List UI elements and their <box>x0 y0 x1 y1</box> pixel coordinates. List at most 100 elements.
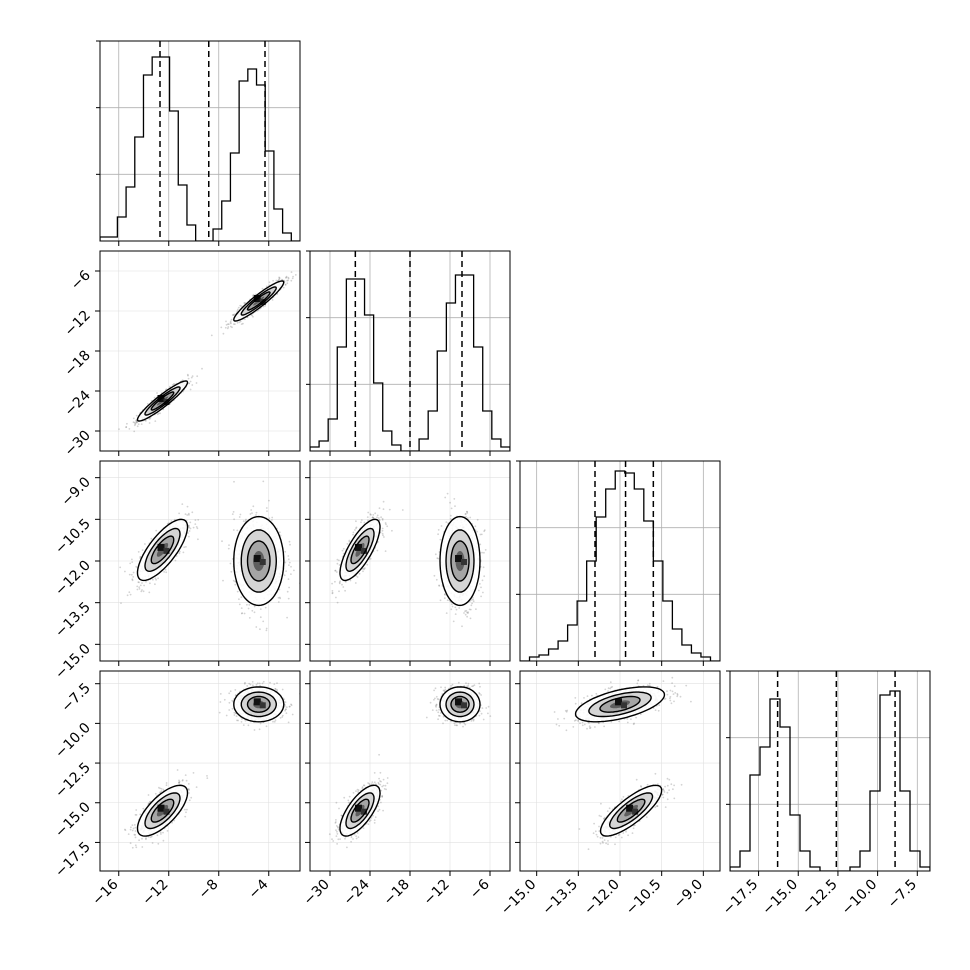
scatter-point <box>286 279 288 282</box>
scatter-point <box>234 323 236 325</box>
scatter-point <box>178 780 181 783</box>
scatter-point <box>242 322 244 325</box>
contour-line <box>144 527 181 573</box>
density-cell <box>253 555 261 562</box>
scatter-point <box>201 367 203 370</box>
scatter-point <box>154 792 157 795</box>
scatter-point <box>156 834 159 837</box>
scatter-point <box>239 320 242 323</box>
scatter-point <box>449 514 452 517</box>
scatter-point <box>348 539 351 542</box>
scatter-point <box>182 551 185 554</box>
scatter-point <box>287 597 290 600</box>
scatter-point <box>118 428 120 430</box>
scatter-point <box>380 516 382 519</box>
scatter-point <box>467 612 469 614</box>
scatter-point <box>236 529 239 532</box>
scatter-point <box>438 585 441 587</box>
scatter-point <box>483 575 486 578</box>
scatter-point <box>338 564 341 566</box>
scatter-point <box>363 568 366 571</box>
scatter-point <box>288 561 291 564</box>
scatter-point <box>288 540 291 543</box>
scatter-point <box>186 514 189 516</box>
scatter-point <box>129 562 132 565</box>
scatter-point <box>461 625 463 628</box>
scatter-point <box>138 588 141 590</box>
scatter-point <box>135 565 138 568</box>
scatter-panel-p2-vs-p0 <box>99 460 301 662</box>
scatter-point <box>131 578 134 581</box>
scatter-point <box>443 593 446 596</box>
scatter-point <box>156 413 159 416</box>
scatter-point <box>360 521 362 524</box>
scatter-point <box>146 403 149 405</box>
scatter-point <box>376 514 379 517</box>
scatter-point <box>354 529 356 531</box>
scatter-point <box>483 551 485 554</box>
scatter-point <box>455 608 458 611</box>
scatter-point <box>445 521 448 523</box>
scatter-point <box>288 564 290 566</box>
scatter-point <box>293 569 295 572</box>
scatter-point <box>362 567 365 570</box>
scatter-point <box>355 526 358 529</box>
scatter-point <box>338 581 341 584</box>
scatter-point <box>464 613 467 616</box>
scatter-point <box>132 576 135 578</box>
scatter-point <box>250 509 253 511</box>
scatter-point <box>134 422 137 425</box>
scatter-point <box>336 562 339 565</box>
scatter-point <box>135 814 138 816</box>
scatter-point <box>174 559 177 562</box>
scatter-point <box>138 839 141 842</box>
scatter-point <box>388 508 391 511</box>
scatter-point <box>189 388 192 391</box>
scatter-point <box>135 846 138 849</box>
scatter-point <box>244 302 247 304</box>
scatter-point <box>176 769 179 771</box>
scatter-point <box>437 557 440 560</box>
scatter-point <box>476 518 479 521</box>
scatter-point <box>382 508 385 511</box>
scatter-point <box>136 421 138 424</box>
scatter-point <box>451 605 454 608</box>
scatter-point <box>195 526 198 528</box>
scatter-point <box>232 313 235 316</box>
scatter-point <box>481 551 483 554</box>
scatter-point <box>187 532 189 534</box>
scatter-point <box>336 558 339 561</box>
scatter-point <box>286 590 289 593</box>
scatter-point <box>148 422 151 424</box>
scatter-point <box>173 819 176 822</box>
scatter-point <box>159 412 162 415</box>
scatter-point <box>346 543 349 545</box>
scatter-point <box>149 800 152 803</box>
scatter-point <box>433 574 436 577</box>
scatter-point <box>483 529 486 531</box>
scatter-point <box>450 507 453 510</box>
scatter-point <box>128 573 131 576</box>
scatter-point <box>139 813 142 816</box>
scatter-point <box>265 627 268 630</box>
scatter-point <box>134 830 137 832</box>
contour-line <box>150 391 175 411</box>
scatter-point <box>282 286 285 289</box>
scatter-point <box>286 282 289 285</box>
scatter-point <box>141 582 143 584</box>
scatter-point <box>227 323 229 326</box>
scatter-point <box>268 499 270 502</box>
scatter-point <box>253 605 256 608</box>
scatter-point <box>237 306 240 309</box>
scatter-point <box>285 276 288 279</box>
scatter-point <box>160 833 162 835</box>
scatter-point <box>230 322 232 325</box>
scatter-point <box>287 276 290 279</box>
scatter-point <box>162 788 165 791</box>
scatter-point <box>188 792 190 794</box>
scatter-point <box>265 629 268 632</box>
scatter-point <box>278 278 281 280</box>
scatter-point <box>133 424 136 427</box>
scatter-point <box>240 305 243 308</box>
scatter-point <box>134 834 137 836</box>
